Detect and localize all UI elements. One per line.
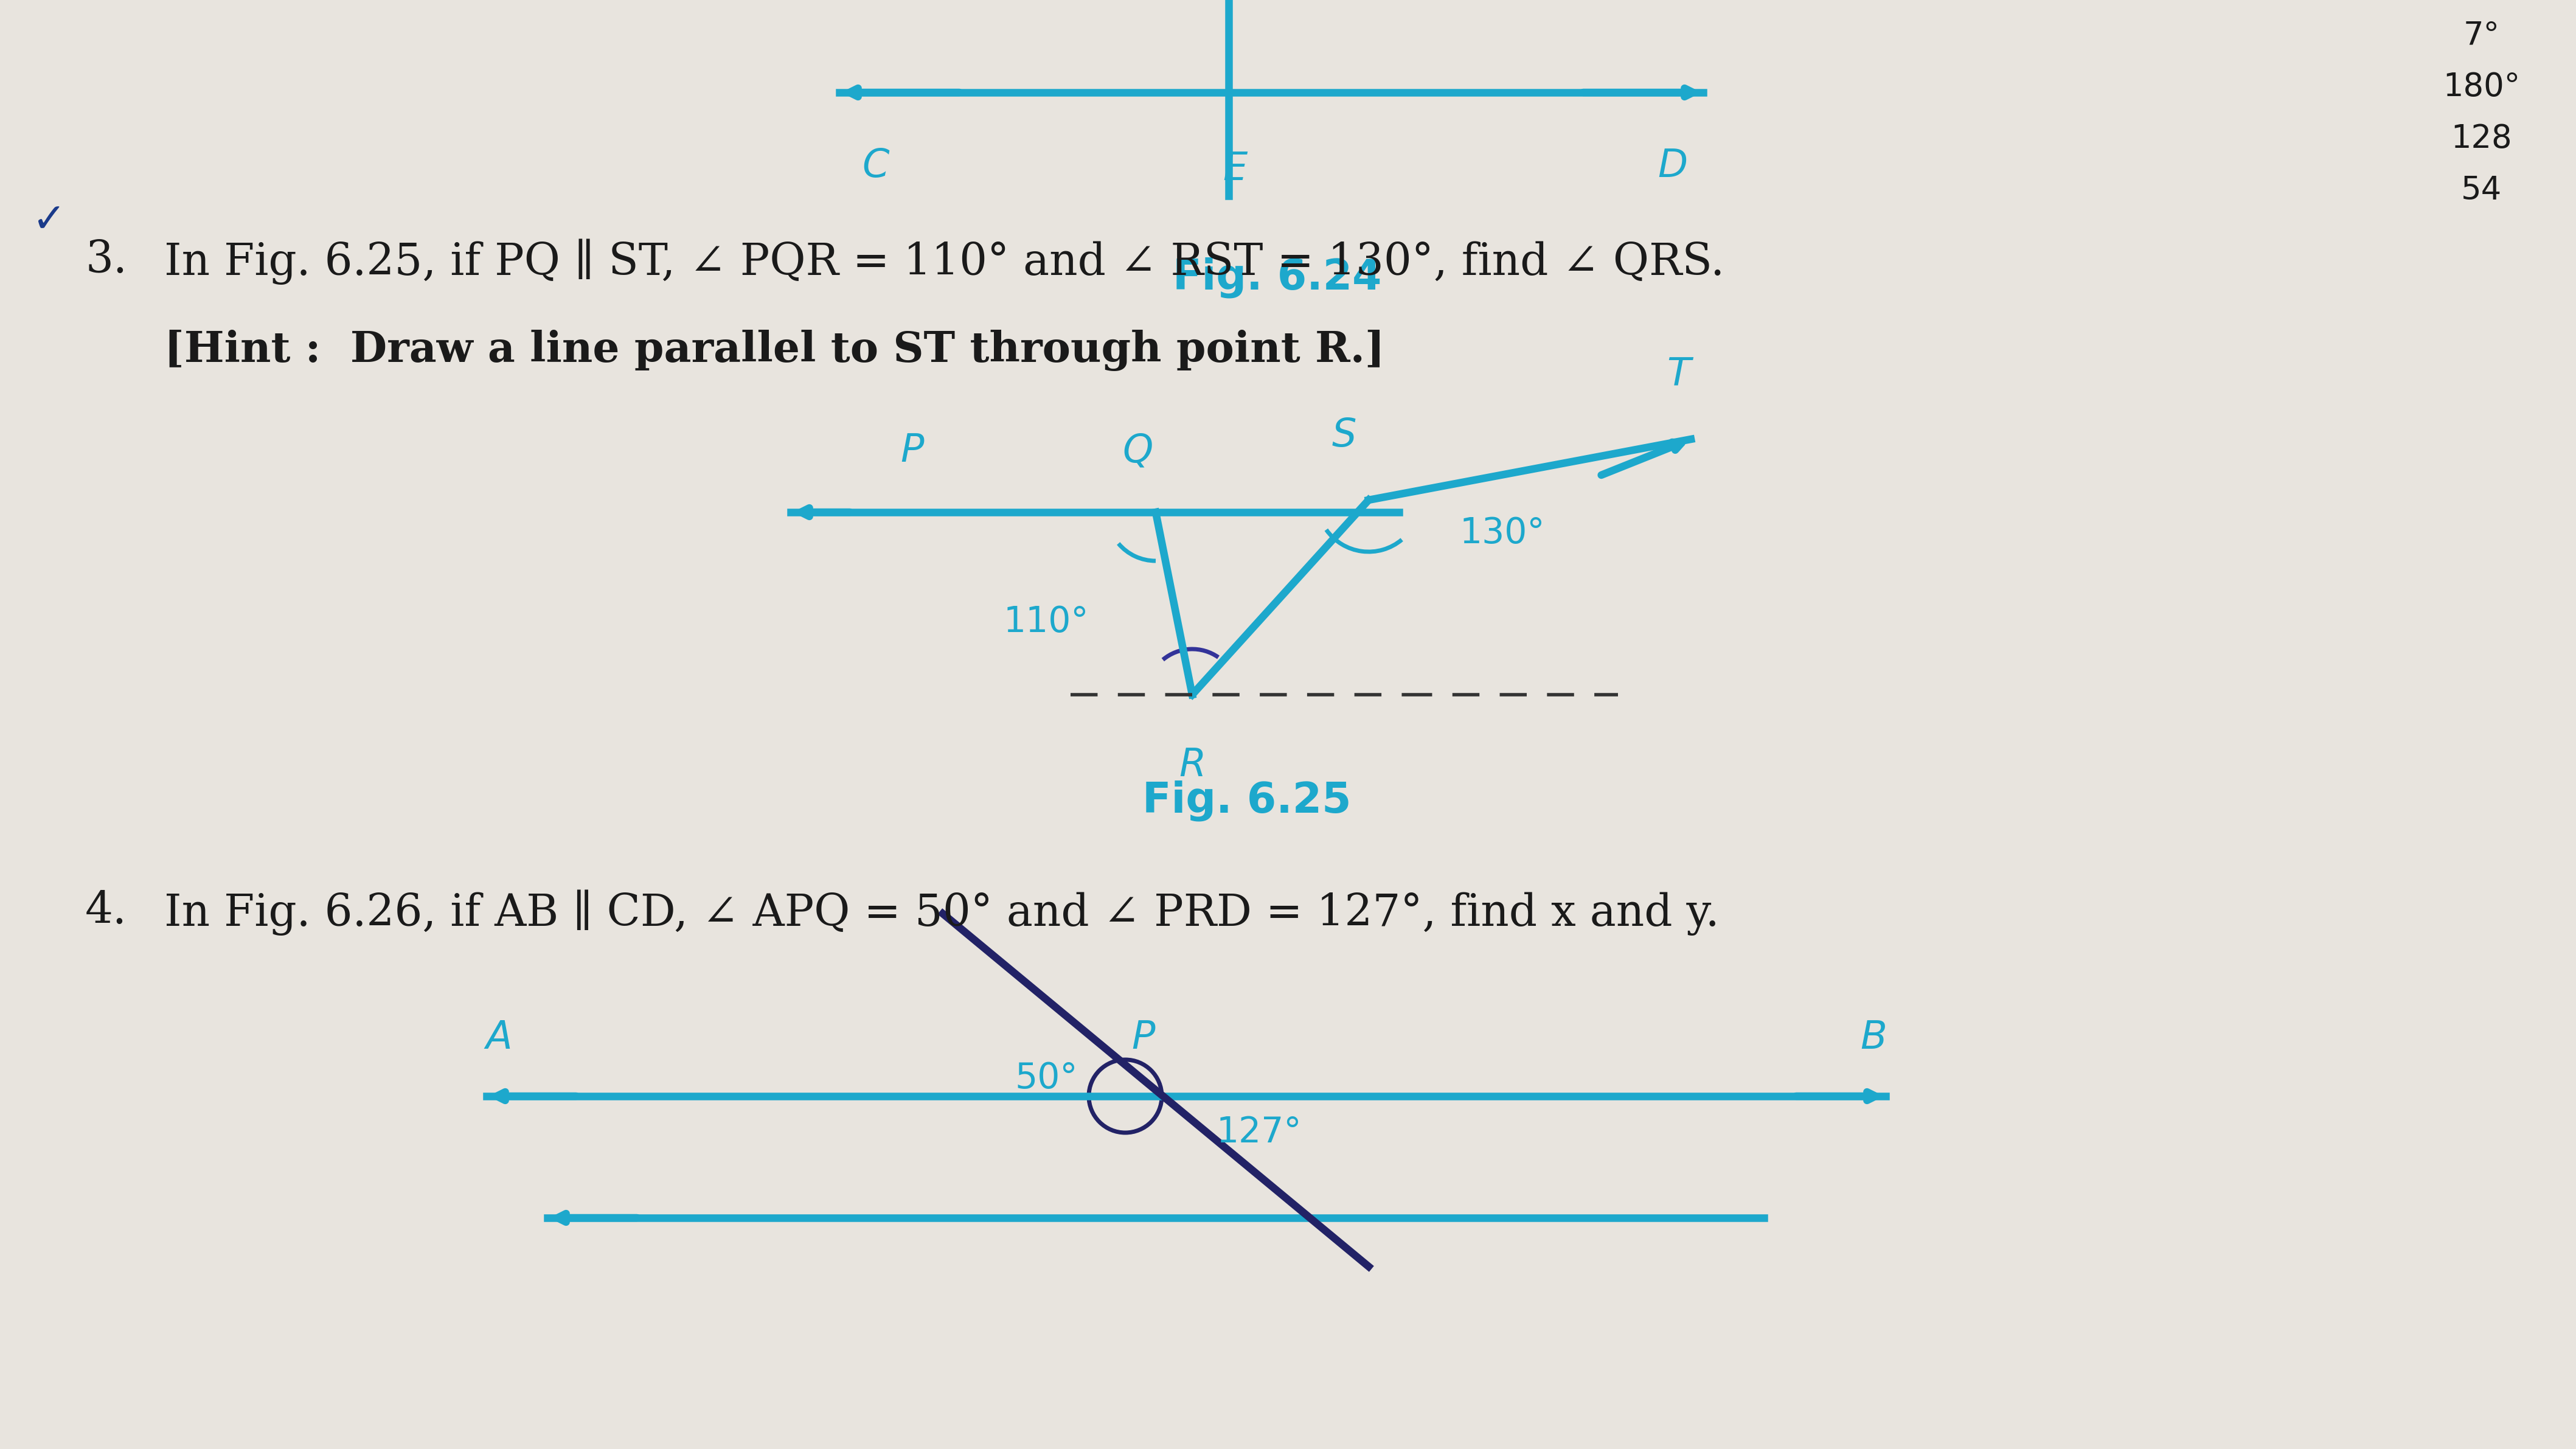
Text: 180°: 180°: [2442, 71, 2519, 103]
Text: [Hint :  Draw a line parallel to ST through point R.]: [Hint : Draw a line parallel to ST throu…: [165, 330, 1386, 371]
Text: A: A: [484, 1019, 513, 1056]
Text: Fig. 6.25: Fig. 6.25: [1144, 780, 1352, 822]
Text: 128: 128: [2452, 123, 2512, 155]
Text: R: R: [1180, 746, 1206, 784]
Text: 127°: 127°: [1216, 1116, 1301, 1151]
Text: E: E: [1224, 151, 1247, 188]
Text: P: P: [1131, 1019, 1154, 1056]
Text: 7°: 7°: [2463, 19, 2499, 51]
Text: S: S: [1332, 417, 1358, 455]
Text: In Fig. 6.25, if PQ ∥ ST, ∠ PQR = 110° and ∠ RST = 130°, find ∠ QRS.: In Fig. 6.25, if PQ ∥ ST, ∠ PQR = 110° a…: [165, 239, 1723, 284]
Text: P: P: [902, 432, 925, 469]
Text: C: C: [863, 148, 889, 185]
Text: 110°: 110°: [1005, 604, 1090, 639]
Text: 130°: 130°: [1461, 516, 1546, 551]
Text: 50°: 50°: [1015, 1061, 1077, 1095]
Text: 3.: 3.: [85, 239, 126, 281]
Text: T: T: [1667, 356, 1690, 394]
Text: 4.: 4.: [85, 890, 126, 932]
Text: D: D: [1659, 148, 1687, 185]
Text: B: B: [1860, 1019, 1886, 1056]
Text: 54: 54: [2460, 174, 2501, 206]
Text: ✓: ✓: [31, 200, 64, 241]
Text: Q: Q: [1123, 432, 1151, 469]
Text: In Fig. 6.26, if AB ∥ CD, ∠ APQ = 50° and ∠ PRD = 127°, find x and y.: In Fig. 6.26, if AB ∥ CD, ∠ APQ = 50° an…: [165, 890, 1718, 935]
Text: Fig. 6.24: Fig. 6.24: [1172, 256, 1381, 297]
